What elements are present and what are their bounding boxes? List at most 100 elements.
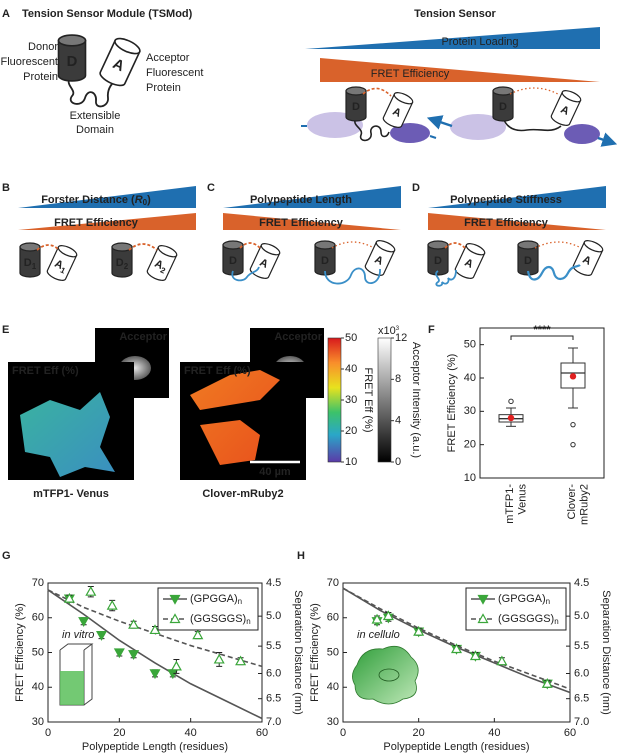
cylinder-top: [19, 242, 41, 252]
wedge-label: FRET Efficiency: [259, 217, 344, 229]
protein-letter: D1: [24, 257, 37, 271]
energy-transfer: [534, 241, 582, 249]
image-label: Acceptor: [274, 331, 322, 343]
linker: [67, 75, 117, 108]
outlier: [570, 421, 576, 428]
cylinder-top: [517, 240, 539, 250]
graybar: [377, 337, 392, 463]
colorbar-tick-label: 40: [345, 363, 357, 375]
cylinder-top: [427, 240, 449, 250]
panel-title: Tension Sensor Module (TSMod): [22, 8, 193, 20]
wedge: [320, 58, 600, 82]
linker: [435, 269, 457, 287]
marker: [128, 650, 140, 660]
protein-letter-part: D: [229, 255, 237, 267]
acceptor-protein: A2: [146, 245, 178, 281]
protein-letter: D: [499, 101, 507, 113]
marker: [149, 624, 161, 635]
wedge: [305, 27, 600, 49]
donor-protein: D: [222, 240, 244, 276]
wedge: [18, 213, 196, 230]
y2-tick-label: 6.5: [574, 693, 589, 705]
marker: [95, 631, 108, 641]
energy-transfer: [444, 242, 466, 249]
fret-cell: [190, 370, 280, 465]
sample-label: mTFP1- Venus: [33, 488, 109, 500]
protein-blob: [564, 124, 600, 144]
y2-axis-label: Separation Distance (nm): [600, 590, 612, 715]
x-tick-label: mTFP1-Venus: [504, 484, 529, 524]
linker: [526, 264, 581, 281]
cylinder-top: [114, 37, 141, 55]
mean: [507, 414, 515, 422]
y-tick-label: 40: [327, 681, 339, 693]
protein-letter: D: [67, 54, 78, 70]
energy-transfer: [36, 244, 60, 251]
wedge-label-part: ): [147, 194, 151, 206]
cylinder-body: [111, 246, 133, 278]
cylinder-top: [465, 243, 486, 256]
plot-frame: [479, 327, 605, 479]
legend-label-part: (GPGGA): [190, 593, 238, 605]
cylinder-body: [345, 90, 367, 122]
colorbar-multiplier-part: 3: [396, 326, 400, 332]
colorbar-tick-label: 50: [345, 332, 357, 344]
cylinder-body: [19, 246, 41, 278]
protein-letter-part: D: [321, 255, 329, 267]
panel-label: D: [412, 182, 420, 194]
legend-label: (GGSGGS)n: [498, 613, 559, 626]
cylinder-top: [260, 243, 281, 256]
wedge-label: FRET Efficiency: [54, 217, 139, 229]
marker: [85, 585, 97, 596]
protein-subscript: 2: [124, 262, 129, 271]
cylinder-top: [561, 90, 582, 103]
image-label: FRET Eff (%): [12, 365, 79, 377]
panel-label: B: [2, 182, 10, 194]
donor-label: Donor: [28, 41, 58, 53]
y2-tick-label: 5.5: [266, 640, 281, 652]
protein-subscript: 1: [32, 262, 37, 271]
force-arrow: [597, 132, 617, 147]
colorbar-tick-label: 8: [395, 373, 401, 385]
panel-label: G: [2, 550, 11, 562]
y-tick-label: 60: [32, 612, 44, 624]
legend-label-part: n: [246, 617, 250, 626]
legend-label-part: n: [546, 597, 550, 606]
marker: [170, 660, 182, 671]
protein-letter: D: [229, 255, 237, 267]
cuvette-top: [59, 643, 94, 706]
marker: [128, 618, 140, 629]
protein-subscript: 2: [159, 266, 167, 276]
marker: [63, 592, 75, 603]
wedge: [428, 186, 606, 208]
anchor: [429, 135, 437, 139]
marker: [496, 655, 508, 666]
y-tick-label: 70: [32, 577, 44, 589]
x-tick-label-line: Venus: [516, 484, 528, 515]
y-axis-label: FRET Efficiency (%): [14, 603, 26, 702]
energy-transfer: [128, 243, 158, 251]
outlier: [570, 441, 576, 448]
protein-letter-part: D: [116, 257, 124, 269]
x-tick-label: 0: [45, 727, 51, 739]
x-tick-label-line: mTFP1-: [504, 484, 516, 524]
cylinder-top: [111, 242, 133, 252]
acceptor-protein: A: [454, 243, 486, 279]
linker: [354, 117, 390, 142]
x-axis-label: Polypeptide Length (residues): [383, 741, 529, 753]
x-tick-label: 60: [256, 727, 268, 739]
protein-letter: D2: [116, 257, 129, 271]
wedge-label: Polypeptide Stiffness: [450, 194, 562, 206]
cuvette-solution: [60, 671, 84, 705]
cell-nucleus: [378, 668, 400, 682]
marker: [78, 617, 90, 627]
x-tick-label: 20: [413, 727, 425, 739]
acceptor-protein: A: [99, 37, 141, 87]
wedge: [223, 186, 401, 208]
colorbar-tick-label: 0: [395, 456, 401, 468]
y2-tick-label: 7.0: [574, 716, 589, 728]
acceptor-label: Fluorescent: [146, 67, 203, 79]
colorbar-tick-label: 20: [345, 425, 357, 437]
acceptor-protein: A: [364, 240, 396, 276]
